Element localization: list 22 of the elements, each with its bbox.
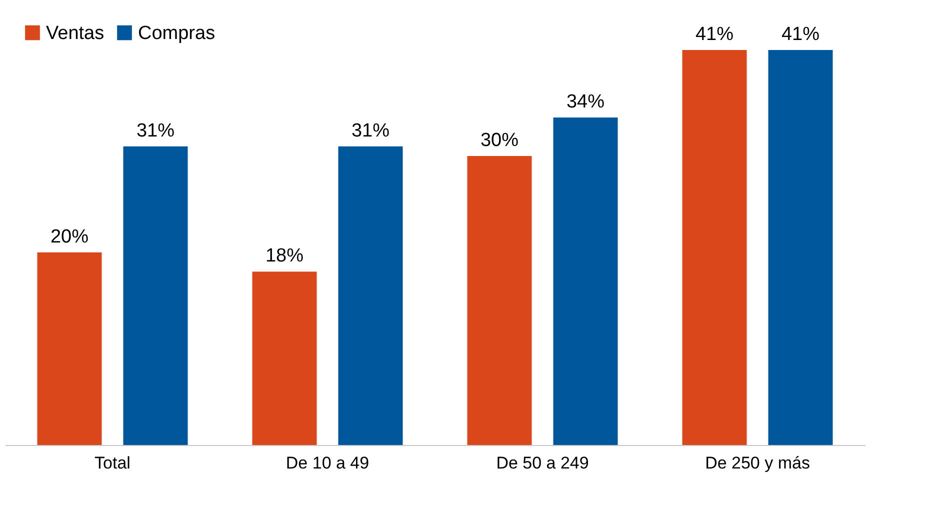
data-label: 41% — [781, 24, 820, 45]
bar — [553, 117, 618, 445]
data-label: 18% — [265, 246, 304, 267]
data-label: 31% — [351, 120, 390, 142]
data-label: 20% — [50, 226, 89, 248]
x-tick-label: Total — [94, 454, 130, 472]
data-label: 41% — [695, 24, 734, 45]
x-tick-label: De 10 a 49 — [286, 454, 370, 472]
data-label: 31% — [136, 120, 175, 142]
bar — [682, 50, 747, 445]
bar — [37, 252, 102, 445]
legend-label: Ventas — [46, 22, 104, 44]
x-tick-label: De 250 y más — [705, 454, 810, 472]
bar — [338, 146, 403, 445]
data-label: 30% — [480, 130, 519, 151]
bar — [467, 156, 532, 445]
data-label: 34% — [566, 91, 605, 112]
bar — [252, 272, 317, 445]
legend-label: Compras — [138, 22, 216, 44]
bar — [123, 146, 188, 445]
x-tick-label: De 50 a 249 — [496, 454, 589, 472]
bar — [768, 50, 833, 445]
